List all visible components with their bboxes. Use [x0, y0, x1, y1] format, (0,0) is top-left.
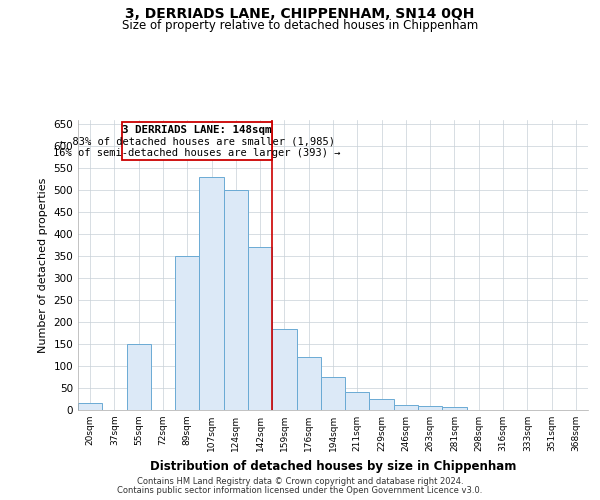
Bar: [370, 399, 394, 410]
Text: ← 83% of detached houses are smaller (1,985): ← 83% of detached houses are smaller (1,…: [59, 136, 335, 146]
Text: Contains HM Land Registry data © Crown copyright and database right 2024.: Contains HM Land Registry data © Crown c…: [137, 477, 463, 486]
Text: 3 DERRIADS LANE: 148sqm: 3 DERRIADS LANE: 148sqm: [122, 125, 272, 135]
Bar: [224, 190, 248, 410]
Bar: [394, 404, 418, 410]
Bar: [199, 177, 224, 410]
Text: 16% of semi-detached houses are larger (393) →: 16% of semi-detached houses are larger (…: [53, 148, 341, 158]
Text: Contains public sector information licensed under the Open Government Licence v3: Contains public sector information licen…: [118, 486, 482, 495]
Bar: [442, 407, 467, 410]
Bar: [248, 248, 272, 410]
Bar: [345, 392, 370, 410]
Text: Size of property relative to detached houses in Chippenham: Size of property relative to detached ho…: [122, 19, 478, 32]
Bar: [321, 377, 345, 410]
Y-axis label: Number of detached properties: Number of detached properties: [38, 178, 48, 352]
Bar: [272, 328, 296, 410]
Bar: [127, 344, 151, 410]
Bar: [418, 406, 442, 410]
Bar: [296, 358, 321, 410]
Bar: [175, 256, 199, 410]
Text: 3, DERRIADS LANE, CHIPPENHAM, SN14 0QH: 3, DERRIADS LANE, CHIPPENHAM, SN14 0QH: [125, 8, 475, 22]
X-axis label: Distribution of detached houses by size in Chippenham: Distribution of detached houses by size …: [150, 460, 516, 472]
FancyBboxPatch shape: [122, 122, 272, 160]
Bar: [78, 404, 102, 410]
